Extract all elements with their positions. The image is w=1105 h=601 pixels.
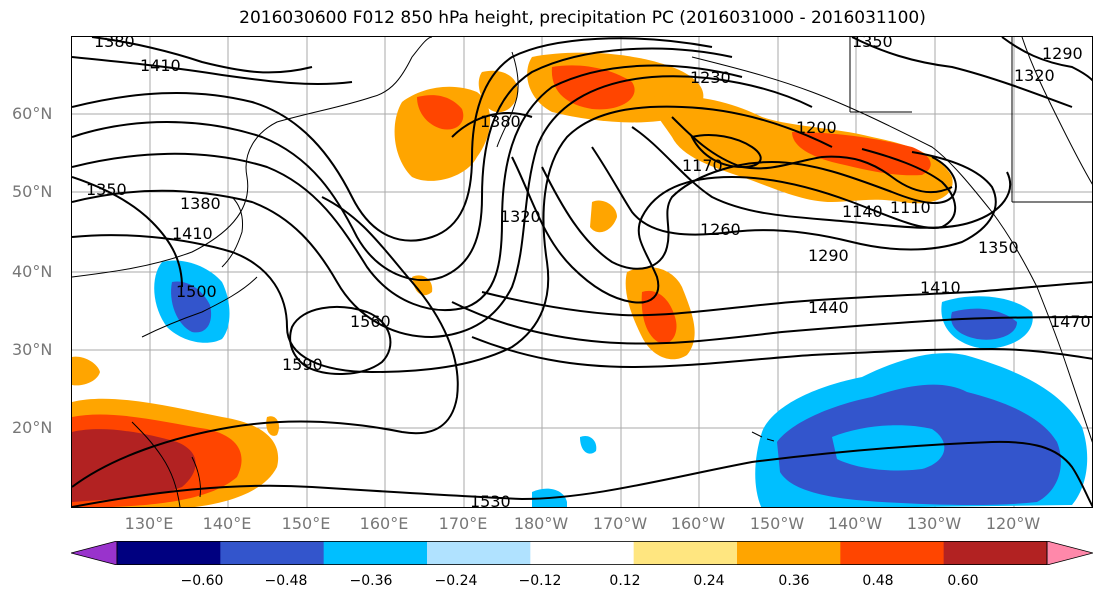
contour-label: 1350 xyxy=(852,37,893,51)
colorbar-cell xyxy=(323,541,428,565)
lat-label-40n: 40°N xyxy=(12,262,53,281)
contour-label: 1110 xyxy=(890,198,931,217)
contour-label: 1290 xyxy=(808,246,849,265)
colorbar-tick-label: 0.60 xyxy=(947,573,979,589)
colorbar-cell xyxy=(840,541,945,565)
lon-label-140e: 140°E xyxy=(202,514,252,533)
contour-label: 1380 xyxy=(480,112,521,131)
contour-label: 1230 xyxy=(690,68,731,87)
lon-label-130w: 130°W xyxy=(906,514,962,533)
contour-label: 1470 xyxy=(1050,312,1091,331)
boundary-lines xyxy=(849,37,1092,203)
colorbar-tick-label: 0.48 xyxy=(862,573,894,589)
contour-label: 1140 xyxy=(842,202,883,221)
colorbar-tick-label: −0.60 xyxy=(180,573,224,589)
colorbar-cells xyxy=(71,541,1093,565)
contour-label: 1350 xyxy=(86,180,127,199)
contour-label: 1530 xyxy=(470,492,511,508)
map-svg: 1380 1410 1350 1380 1410 1500 1590 1560 … xyxy=(72,37,1092,508)
contour-label: 1260 xyxy=(700,220,741,239)
colorbar-tick-label: −0.48 xyxy=(264,573,308,589)
colorbar-tick-label: 0.12 xyxy=(609,573,641,589)
contour-label: 1410 xyxy=(140,56,181,75)
lat-label-50n: 50°N xyxy=(12,182,53,201)
contour-label: 1320 xyxy=(1014,66,1055,85)
lat-label-20n: 20°N xyxy=(12,418,53,437)
colorbar-frame xyxy=(116,541,1048,565)
contour-label: 1200 xyxy=(796,118,837,137)
precip-negative-areas xyxy=(154,260,1088,507)
map-area: 1380 1410 1350 1380 1410 1500 1590 1560 … xyxy=(71,36,1093,508)
contour-label: 1380 xyxy=(180,194,221,213)
lon-label-170e: 170°E xyxy=(438,514,488,533)
lon-label-170w: 170°W xyxy=(592,514,648,533)
colorbar-cell xyxy=(633,541,738,565)
lat-label-30n: 30°N xyxy=(12,340,53,359)
lon-label-180w: 180°W xyxy=(513,514,569,533)
colorbar-tick-label: 0.24 xyxy=(693,573,725,589)
colorbar-cell xyxy=(943,541,1048,565)
contour-label: 1410 xyxy=(920,278,961,297)
colorbar-cell xyxy=(117,541,221,565)
lon-label-160w: 160°W xyxy=(670,514,726,533)
colorbar-cell xyxy=(530,541,635,565)
colorbar-tick-label: −0.24 xyxy=(434,573,478,589)
colorbar xyxy=(71,541,1093,565)
contour-label: 1170 xyxy=(682,156,723,175)
contour-label: 1320 xyxy=(500,207,541,226)
contour-label: 1500 xyxy=(176,282,217,301)
colorbar-extend-high xyxy=(1046,541,1093,565)
contour-label: 1290 xyxy=(1042,44,1083,63)
colorbar-cell xyxy=(427,541,531,565)
lon-label-160e: 160°E xyxy=(359,514,409,533)
lon-label-120w: 120°W xyxy=(985,514,1041,533)
contour-label: 1560 xyxy=(350,312,391,331)
colorbar-tick-label: −0.36 xyxy=(349,573,393,589)
contour-label: 1590 xyxy=(282,355,323,374)
lon-label-130e: 130°E xyxy=(124,514,174,533)
colorbar-tick-label: 0.36 xyxy=(778,573,810,589)
colorbar-extend-low xyxy=(71,541,118,565)
lat-label-60n: 60°N xyxy=(12,104,53,123)
lon-label-140w: 140°W xyxy=(827,514,883,533)
contour-labels: 1380 1410 1350 1380 1410 1500 1590 1560 … xyxy=(86,37,1091,508)
contour-label: 1380 xyxy=(94,37,135,51)
colorbar-cell xyxy=(737,541,841,565)
colorbar-tick-label: −0.12 xyxy=(518,573,562,589)
contour-label: 1440 xyxy=(808,298,849,317)
colorbar-cell xyxy=(220,541,325,565)
contour-label: 1410 xyxy=(172,224,213,243)
lon-label-150e: 150°E xyxy=(281,514,331,533)
map-title: 2016030600 F012 850 hPa height, precipit… xyxy=(239,8,926,28)
precip-positive-areas xyxy=(72,52,953,507)
height-contours xyxy=(72,37,1092,507)
lon-label-150w: 150°W xyxy=(749,514,805,533)
contour-label: 1350 xyxy=(978,238,1019,257)
